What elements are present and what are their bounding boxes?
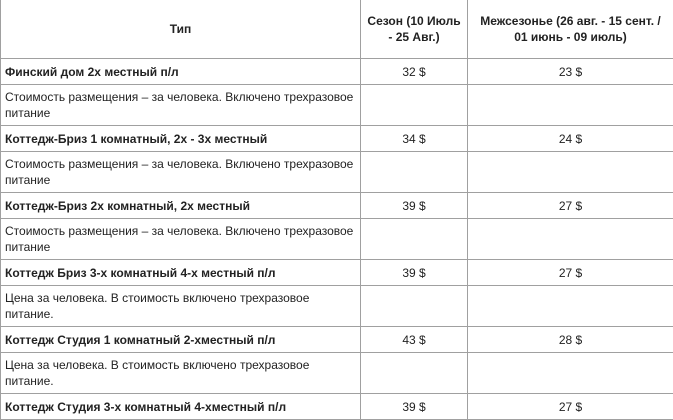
cell-offseason: 27 $ bbox=[468, 394, 673, 420]
cell-season: 39 $ bbox=[361, 193, 468, 219]
empty-cell bbox=[468, 353, 673, 394]
cell-season: 32 $ bbox=[361, 59, 468, 85]
cell-season: 39 $ bbox=[361, 394, 468, 420]
table-row: Коттедж Студия 3-х комнатный 4-хместный … bbox=[1, 394, 673, 420]
cell-season: 43 $ bbox=[361, 327, 468, 353]
empty-cell bbox=[361, 353, 468, 394]
cell-offseason: 27 $ bbox=[468, 193, 673, 219]
header-season: Сезон (10 Июль - 25 Авг.) bbox=[361, 0, 468, 59]
cell-offseason: 27 $ bbox=[468, 260, 673, 286]
cell-type: Коттедж Студия 1 комнатный 2-хместный п/… bbox=[1, 327, 361, 353]
cell-offseason: 24 $ bbox=[468, 126, 673, 152]
cell-season: 39 $ bbox=[361, 260, 468, 286]
note-row: Цена за человека. В стоимость включено т… bbox=[1, 286, 673, 327]
cell-type: Финский дом 2х местный п/л bbox=[1, 59, 361, 85]
note-row: Стоимость размещения – за человека. Вклю… bbox=[1, 152, 673, 193]
empty-cell bbox=[361, 85, 468, 126]
cell-note: Стоимость размещения – за человека. Вклю… bbox=[1, 85, 361, 126]
cell-note: Цена за человека. В стоимость включено т… bbox=[1, 353, 361, 394]
cell-season: 34 $ bbox=[361, 126, 468, 152]
header-row: Тип Сезон (10 Июль - 25 Авг.) Межсезонье… bbox=[1, 0, 673, 59]
cell-type: Коттедж-Бриз 1 комнатный, 2х - 3х местны… bbox=[1, 126, 361, 152]
cell-type: Коттедж Студия 3-х комнатный 4-хместный … bbox=[1, 394, 361, 420]
note-row: Цена за человека. В стоимость включено т… bbox=[1, 353, 673, 394]
empty-cell bbox=[468, 85, 673, 126]
empty-cell bbox=[361, 219, 468, 260]
note-row: Стоимость размещения – за человека. Вклю… bbox=[1, 219, 673, 260]
header-offseason: Межсезонье (26 авг. - 15 сент. / 01 июнь… bbox=[468, 0, 673, 59]
table-row: Коттедж-Бриз 1 комнатный, 2х - 3х местны… bbox=[1, 126, 673, 152]
empty-cell bbox=[468, 219, 673, 260]
cell-note: Цена за человека. В стоимость включено т… bbox=[1, 286, 361, 327]
cell-type: Коттедж Бриз 3-х комнатный 4-х местный п… bbox=[1, 260, 361, 286]
cell-offseason: 28 $ bbox=[468, 327, 673, 353]
empty-cell bbox=[361, 286, 468, 327]
cell-type: Коттедж-Бриз 2х комнатный, 2х местный bbox=[1, 193, 361, 219]
cell-note: Стоимость размещения – за человека. Вклю… bbox=[1, 219, 361, 260]
cell-note: Стоимость размещения – за человека. Вклю… bbox=[1, 152, 361, 193]
empty-cell bbox=[468, 152, 673, 193]
note-row: Стоимость размещения – за человека. Вклю… bbox=[1, 85, 673, 126]
empty-cell bbox=[468, 286, 673, 327]
empty-cell bbox=[361, 152, 468, 193]
table-row: Коттедж Студия 1 комнатный 2-хместный п/… bbox=[1, 327, 673, 353]
table-row: Коттедж Бриз 3-х комнатный 4-х местный п… bbox=[1, 260, 673, 286]
cell-offseason: 23 $ bbox=[468, 59, 673, 85]
header-type: Тип bbox=[1, 0, 361, 59]
